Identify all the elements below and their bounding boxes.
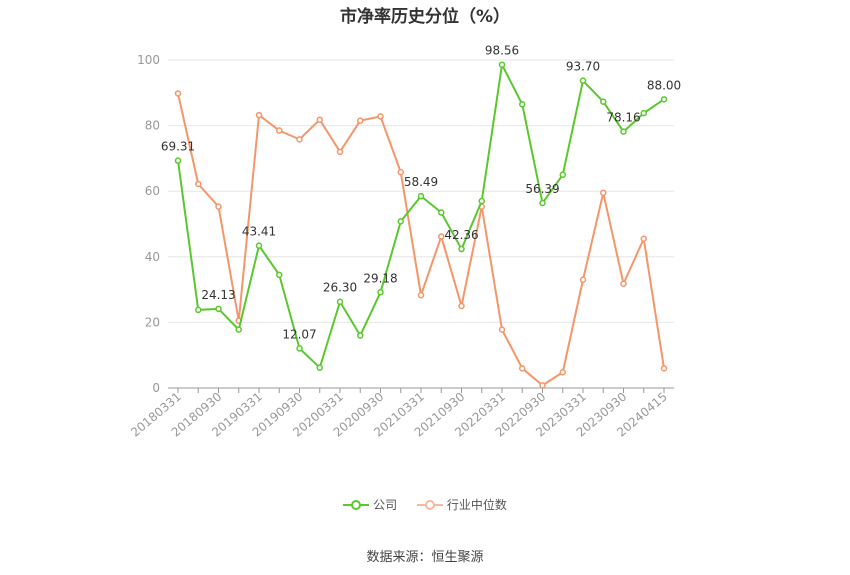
data-point-company bbox=[296, 345, 303, 352]
data-point-company bbox=[316, 364, 323, 371]
y-tick-label-60: 60 bbox=[145, 184, 160, 198]
data-label-company: 69.31 bbox=[161, 140, 195, 154]
data-source: 数据来源：恒生聚源 bbox=[366, 550, 484, 565]
data-label-company: 78.16 bbox=[606, 111, 640, 125]
series-line-industry-median bbox=[177, 93, 665, 387]
data-point-company bbox=[438, 209, 445, 216]
data-point-company bbox=[195, 306, 202, 314]
data-point-company bbox=[397, 218, 404, 225]
data-point-company bbox=[215, 305, 222, 313]
data-label-company: 93.70 bbox=[566, 60, 600, 74]
data-point-company bbox=[620, 128, 627, 135]
data-point-industry-median bbox=[397, 168, 404, 176]
data-label-company: 29.18 bbox=[363, 271, 397, 285]
legend-item-industry-median[interactable]: 行业中位数 bbox=[416, 496, 507, 513]
y-tick-label-0: 0 bbox=[152, 381, 160, 395]
data-point-industry-median bbox=[255, 111, 263, 119]
data-point-company bbox=[276, 271, 283, 279]
data-point-company bbox=[559, 171, 566, 179]
chart-title: 市净率历史分位（%） bbox=[339, 7, 511, 27]
data-point-industry-median bbox=[519, 365, 526, 372]
data-point-industry-median bbox=[559, 369, 566, 376]
data-point-company bbox=[377, 289, 384, 296]
data-label-company: 58.49 bbox=[404, 175, 438, 189]
legend-company-marker bbox=[343, 499, 370, 511]
data-label-company: 88.00 bbox=[647, 78, 681, 92]
legend-item-company[interactable]: 公司 bbox=[343, 496, 397, 513]
data-point-industry-median bbox=[458, 302, 465, 310]
data-point-industry-median bbox=[377, 113, 384, 120]
data-point-company bbox=[336, 298, 344, 305]
data-point-company bbox=[255, 242, 263, 249]
data-point-industry-median bbox=[296, 136, 303, 143]
data-point-company bbox=[174, 157, 182, 164]
data-point-industry-median bbox=[215, 203, 222, 210]
data-point-company bbox=[519, 101, 526, 108]
data-point-industry-median bbox=[174, 90, 182, 97]
data-point-industry-median bbox=[316, 116, 323, 123]
data-point-company bbox=[640, 109, 647, 117]
y-tick-label-100: 100 bbox=[137, 53, 160, 67]
legend-industry-marker bbox=[416, 499, 443, 511]
data-point-industry-median bbox=[539, 382, 546, 389]
data-point-company bbox=[417, 192, 425, 200]
y-tick-label-40: 40 bbox=[145, 250, 160, 264]
data-point-industry-median bbox=[195, 180, 202, 188]
legend: 公司 行业中位数 bbox=[0, 496, 850, 514]
data-point-industry-median bbox=[579, 276, 587, 284]
data-point-company bbox=[539, 199, 546, 207]
data-point-industry-median bbox=[438, 233, 445, 240]
y-tick-label-20: 20 bbox=[145, 315, 160, 329]
data-point-industry-median bbox=[660, 365, 668, 372]
y-tick-label-80: 80 bbox=[145, 119, 160, 133]
data-label-company: 43.41 bbox=[242, 225, 276, 239]
data-point-industry-median bbox=[276, 127, 283, 134]
legend-industry-label: 行业中位数 bbox=[446, 498, 507, 512]
data-point-company bbox=[498, 61, 506, 68]
data-label-company: 12.07 bbox=[282, 327, 316, 341]
data-point-industry-median bbox=[498, 326, 506, 333]
legend-company-label: 公司 bbox=[373, 498, 398, 512]
data-point-industry-median bbox=[336, 148, 344, 156]
data-label-company: 24.13 bbox=[201, 288, 235, 302]
data-point-industry-median bbox=[600, 189, 607, 197]
data-label-company: 56.39 bbox=[525, 182, 559, 196]
data-point-industry-median bbox=[620, 280, 627, 287]
data-point-industry-median bbox=[357, 117, 364, 124]
data-point-company bbox=[579, 77, 587, 84]
data-label-company: 42.36 bbox=[444, 228, 478, 242]
data-point-company bbox=[660, 96, 668, 103]
data-point-company bbox=[357, 332, 364, 339]
data-point-company bbox=[458, 245, 465, 253]
data-label-company: 98.56 bbox=[485, 44, 519, 58]
data-point-industry-median bbox=[417, 291, 425, 299]
data-point-industry-median bbox=[640, 235, 647, 243]
data-point-company bbox=[235, 326, 242, 333]
data-label-company: 26.30 bbox=[323, 281, 357, 295]
data-point-company bbox=[600, 98, 607, 105]
data-point-company bbox=[478, 197, 485, 205]
